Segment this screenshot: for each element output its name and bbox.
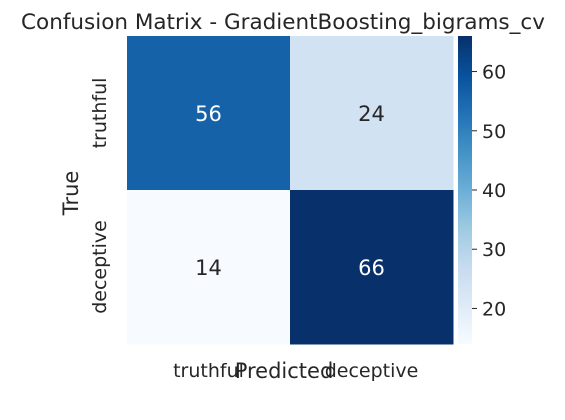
colorbar [458, 36, 472, 344]
heatmap-cell-2-1 [127, 190, 291, 345]
y-tick-labels: truthful deceptive [89, 78, 111, 314]
y-tick-label-truthful: truthful [89, 78, 111, 149]
heatmap-cell-1-1 [127, 36, 291, 191]
colorbar-tick-label-30: 30 [482, 239, 506, 261]
y-axis-label: True [59, 171, 83, 217]
cell-value-1-2: 24 [358, 102, 385, 126]
cell-value-2-2: 66 [358, 256, 385, 280]
x-tick-label-truthful: truthful [173, 360, 244, 382]
heatmap-cell-labels: 56 24 14 66 [195, 102, 385, 280]
colorbar-tick-label-40: 40 [482, 180, 506, 202]
colorbar-ticks: 20 30 40 50 60 [472, 62, 506, 320]
x-axis-label: Predicted [235, 359, 334, 383]
y-tick-label-deceptive: deceptive [89, 220, 111, 314]
heatmap-cell-1-2 [290, 36, 454, 191]
colorbar-tick-label-20: 20 [482, 298, 506, 320]
x-tick-label-deceptive: deceptive [325, 360, 419, 382]
heatmap-cell-2-2 [290, 190, 454, 345]
colorbar-tick-label-50: 50 [482, 121, 506, 143]
chart-title: Confusion Matrix - GradientBoosting_bigr… [21, 10, 545, 35]
colorbar-tick-label-60: 60 [482, 62, 506, 84]
cell-value-1-1: 56 [195, 102, 222, 126]
x-tick-labels: truthful deceptive [173, 360, 418, 382]
cell-value-2-1: 14 [195, 256, 222, 280]
heatmap-cells [127, 36, 454, 345]
